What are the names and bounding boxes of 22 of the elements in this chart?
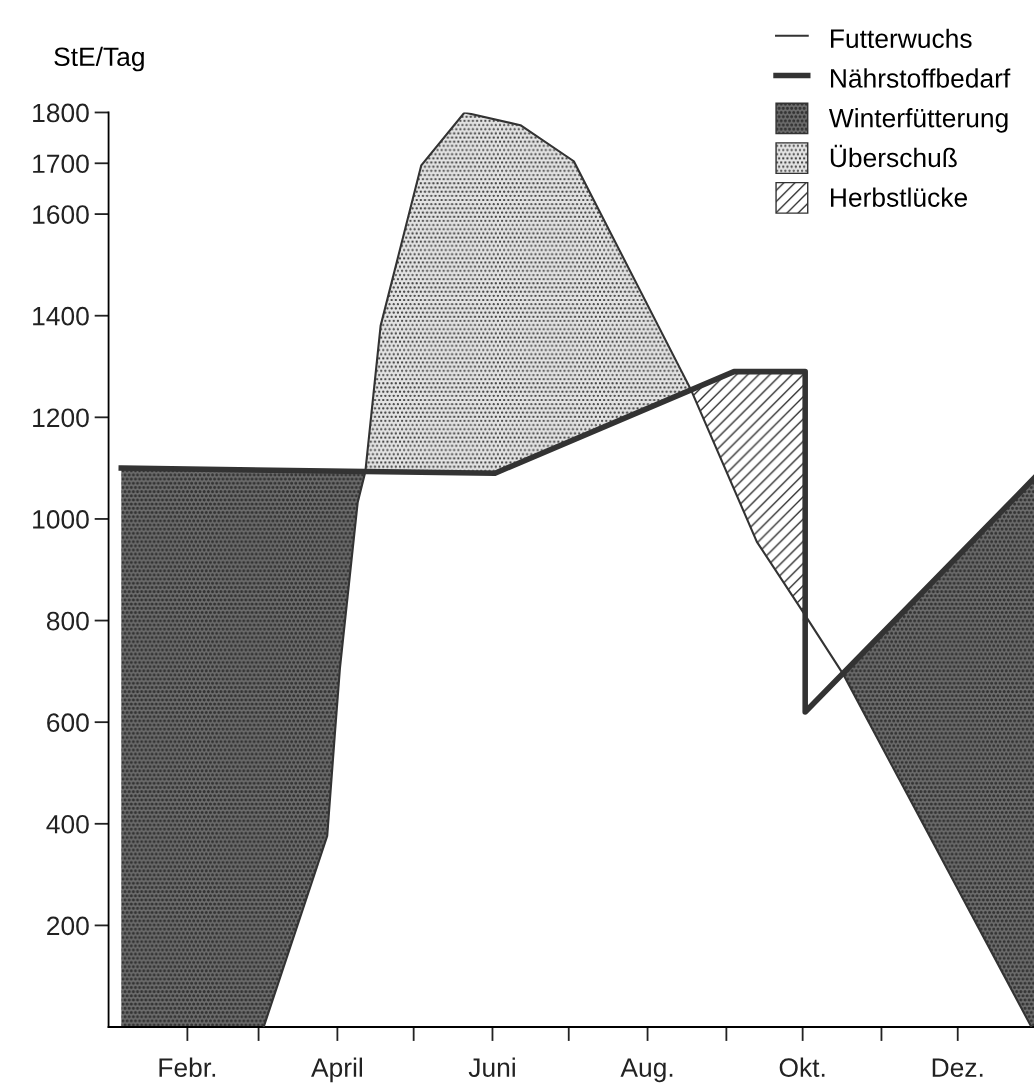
y-tick-label: 800 xyxy=(46,611,89,631)
x-tick-label: Aug. xyxy=(620,1058,673,1083)
y-tick-label: 400 xyxy=(46,814,89,834)
y-tick-label: 1400 xyxy=(33,306,89,326)
x-tick-label: Juni xyxy=(468,1057,515,1077)
y-axis-title: StE/Tag xyxy=(54,46,144,72)
y-tick-label: 600 xyxy=(47,713,89,732)
legend-label: Nährstoffbedarf xyxy=(831,68,1011,88)
y-tick-label: 200 xyxy=(47,916,89,936)
legend-label: Winterfütterung xyxy=(828,108,1008,133)
x-tick-label: Dez. xyxy=(932,1058,983,1077)
y-tick-label: 1600 xyxy=(33,205,89,224)
y-tick-label: 1000 xyxy=(33,510,89,529)
x-tick-label: April xyxy=(311,1057,363,1083)
y-tick-label: 1700 xyxy=(33,154,89,174)
legend-label: Herbstlücke xyxy=(831,187,967,207)
x-tick-label: Febr. xyxy=(159,1057,216,1077)
y-tick-label: 1200 xyxy=(33,408,89,428)
legend-label: Überschuß xyxy=(830,144,957,168)
y-tick-label: 1800 xyxy=(33,103,89,123)
legend-label: Futterwuchs xyxy=(831,28,972,49)
x-tick-label: Okt. xyxy=(779,1057,825,1077)
